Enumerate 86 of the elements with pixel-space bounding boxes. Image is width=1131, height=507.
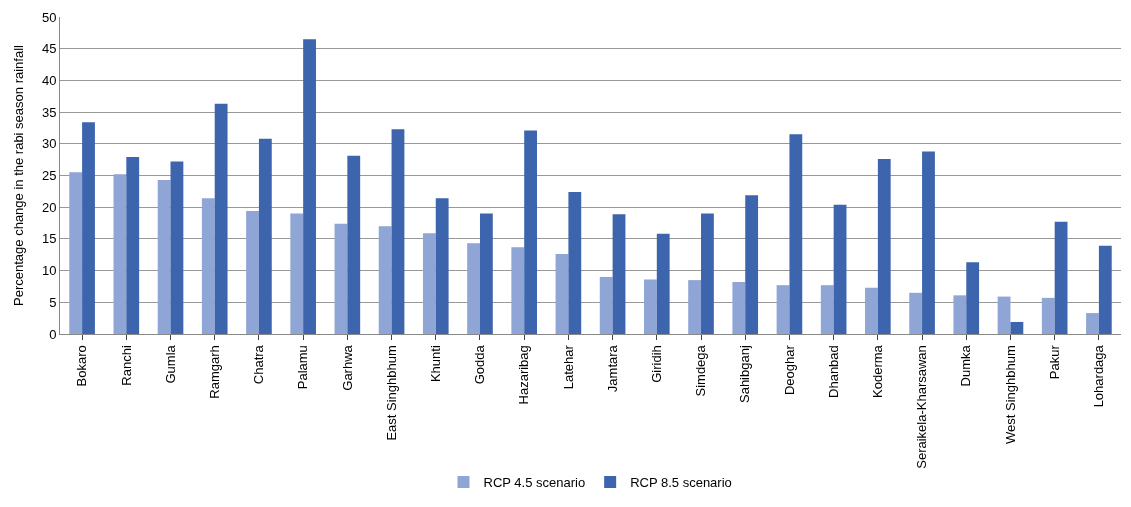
x-tick-label: Deoghar	[781, 344, 797, 396]
y-tick-label: 50	[41, 9, 57, 25]
bar	[347, 155, 361, 334]
y-tick-label: 10	[41, 263, 57, 279]
y-tick-label: 30	[41, 136, 57, 152]
bar	[1098, 245, 1112, 334]
bar	[1054, 221, 1068, 334]
bar	[776, 285, 790, 334]
bar	[865, 287, 878, 334]
bar	[833, 204, 847, 334]
x-tick-label: Latehar	[560, 344, 576, 390]
bar	[201, 198, 215, 334]
x-tick-label: East Singhbhum	[383, 345, 399, 441]
y-tick-label: 40	[41, 72, 57, 88]
x-tick-label: Chatra	[251, 344, 267, 385]
bar	[966, 262, 980, 334]
bar	[909, 292, 923, 334]
y-tick-label: 20	[41, 199, 57, 215]
x-tick-label: Koderma	[870, 344, 886, 398]
bar	[953, 295, 967, 334]
bar	[258, 138, 272, 334]
bar	[334, 223, 348, 334]
bar	[820, 285, 834, 334]
bar	[922, 151, 935, 334]
bar	[303, 39, 316, 334]
x-tick-label: Ramgarh	[206, 345, 222, 399]
x-tick-label: Khunti	[427, 345, 443, 383]
bar	[378, 226, 392, 334]
bar	[643, 279, 657, 334]
x-tick-label: Palamu	[295, 345, 311, 390]
bar	[511, 247, 525, 334]
bar	[113, 174, 127, 334]
bar	[997, 296, 1011, 334]
legend-label: RCP 4.5 scenario	[483, 475, 586, 491]
bar	[246, 211, 259, 334]
x-tick-label: Jamtara	[604, 344, 620, 393]
y-tick-label: 35	[41, 104, 57, 120]
bar	[170, 161, 184, 334]
x-tick-label: Ranchi	[118, 345, 134, 386]
bar	[555, 254, 569, 334]
bar	[126, 157, 140, 334]
y-axis-title: Percentage change in the rabi season rainfall	[10, 44, 26, 306]
x-tick-label: Gumla	[162, 344, 178, 384]
bar	[701, 213, 714, 334]
bar	[69, 172, 83, 334]
x-tick-label: Dhanbad	[825, 345, 841, 398]
bar	[745, 195, 759, 334]
x-tick-label: West Singhbhum	[1002, 345, 1018, 444]
x-tick-label: Godda	[472, 344, 488, 385]
bar	[479, 213, 493, 334]
bar	[524, 130, 538, 334]
y-tick-label: 0	[49, 326, 57, 342]
x-tick-label: Dumka	[958, 344, 974, 387]
bar	[157, 179, 171, 334]
bar	[789, 134, 803, 334]
bar	[290, 213, 304, 334]
x-tick-label: Giridih	[649, 345, 665, 383]
x-tick-label: Garhwa	[339, 344, 355, 391]
y-tick-label: 15	[41, 231, 57, 247]
bar	[391, 129, 405, 334]
bar	[82, 122, 95, 334]
x-tick-label: Seraikela-Kharsawan	[914, 345, 930, 469]
y-tick-label: 25	[41, 168, 57, 184]
bar	[877, 159, 891, 334]
bar	[214, 103, 228, 334]
x-tick-label: Lohardaga	[1091, 344, 1107, 408]
bar	[1086, 313, 1099, 334]
y-tick-label: 5	[49, 294, 57, 310]
x-tick-label: Bokaro	[74, 345, 90, 387]
x-tick-label: Hazaribag	[516, 345, 532, 405]
bar	[467, 243, 480, 334]
bar	[656, 233, 670, 334]
y-tick-label: 45	[41, 41, 57, 57]
bar	[599, 276, 613, 334]
bar	[1010, 321, 1024, 334]
x-tick-label: Sahibganj	[737, 345, 753, 404]
bar	[612, 214, 626, 334]
bar	[732, 282, 746, 334]
x-tick-label: Pakur	[1046, 344, 1062, 380]
x-tick-label: Simdega	[693, 344, 709, 397]
bar	[422, 233, 436, 334]
legend-label: RCP 8.5 scenario	[630, 475, 732, 491]
bar	[568, 191, 582, 334]
bar	[688, 280, 702, 334]
bar	[435, 198, 449, 334]
bar	[1041, 297, 1055, 334]
